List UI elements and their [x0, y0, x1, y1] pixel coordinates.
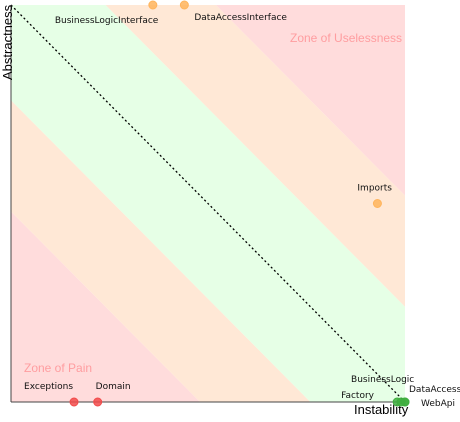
point-label-dataaccess: DataAccess [409, 385, 460, 395]
zone-uselessness-label: Zone of Uselessness [290, 31, 402, 45]
y-axis-title: Abstractness [0, 4, 15, 80]
data-points [69, 0, 410, 407]
point-webapi [400, 397, 410, 407]
point-labels: BusinessLogicInterface DataAccessInterfac… [24, 13, 460, 409]
point-domain [93, 397, 103, 407]
main-sequence-line [10, 4, 406, 403]
point-dataaccessinterface [179, 0, 189, 10]
point-label-domain: Domain [96, 382, 131, 392]
point-label-businesslogic: BusinessLogic [351, 375, 414, 385]
zone-pain-label: Zone of Pain [24, 361, 92, 375]
point-label-webapi: WebApi [421, 399, 455, 409]
point-exceptions [69, 397, 79, 407]
point-label-factory: Factory [341, 391, 375, 401]
point-imports [372, 199, 382, 208]
point-businesslogicinterface [148, 0, 158, 10]
point-label-imports: Imports [357, 184, 392, 194]
point-label-dataaccessinterface: DataAccessInterface [194, 13, 287, 23]
point-factory [392, 397, 402, 407]
point-label-exceptions: Exceptions [24, 382, 73, 392]
point-label-businesslogicinterface: BusinessLogicInterface [55, 16, 159, 26]
